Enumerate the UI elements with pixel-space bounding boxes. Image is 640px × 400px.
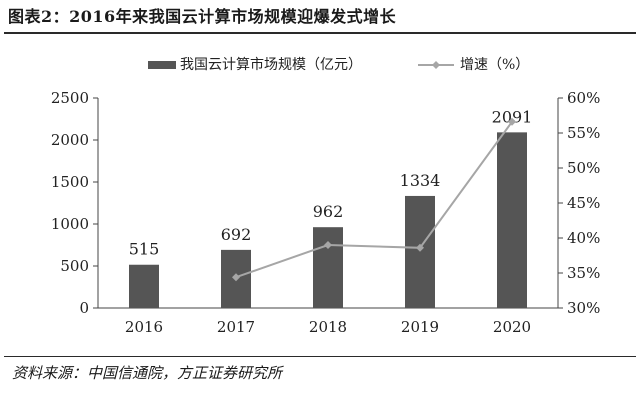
right-axis-tick-label: 55% [567, 124, 600, 142]
legend-bar-label: 我国云计算市场规模（亿元） [180, 56, 362, 73]
growth-line-point [324, 241, 332, 249]
growth-line-point [508, 117, 516, 126]
right-axis-tick-label: 40% [567, 229, 600, 247]
bar-2020 [497, 132, 527, 308]
title-divider [4, 32, 636, 34]
left-axis-tick-label: 1500 [51, 173, 89, 191]
bar-2019 [405, 195, 435, 308]
legend-line-label: 增速（%） [460, 57, 529, 73]
bar-value-labels: 515 692 962 1334 2091 [129, 107, 533, 258]
left-axis-tick-label: 2500 [51, 89, 89, 107]
x-axis-tick-label: 2019 [401, 318, 439, 336]
growth-line-path [235, 121, 513, 279]
right-axis-tick-label: 30% [567, 299, 600, 317]
left-axis-tick-label: 500 [60, 257, 89, 275]
combo-chart: 我国云计算市场规模（亿元） 增速（%） 0 500 1000 1500 2000 2500 3… [51, 56, 601, 336]
legend-line-marker [432, 61, 440, 69]
growth-line-point [416, 243, 424, 252]
right-axis-tick-label: 35% [567, 264, 600, 282]
bar-2016 [129, 264, 159, 308]
legend-bar-swatch [148, 61, 176, 69]
growth-line-series [232, 117, 516, 282]
right-axis-tick-label: 45% [567, 194, 600, 212]
x-axis-tick-label: 2017 [217, 318, 255, 336]
x-axis-tick-label: 2016 [125, 318, 163, 336]
right-axis-tick-label: 50% [567, 159, 600, 177]
bar-value-label: 962 [313, 202, 344, 221]
figure-title: 图表2：2016年来我国云计算市场规模迎爆发式增长 [8, 7, 397, 26]
right-axis-tick-label: 60% [567, 89, 600, 107]
source-note: 资料来源：中国信通院，方正证券研究所 [12, 364, 283, 382]
x-axis-tick-label: 2020 [493, 318, 531, 336]
chart-legend: 我国云计算市场规模（亿元） 增速（%） [148, 56, 529, 73]
bar-value-label: 515 [129, 240, 160, 259]
left-axis-tick-label: 0 [79, 299, 89, 317]
source-divider [4, 356, 636, 357]
left-axis-tick-label: 1000 [51, 215, 89, 233]
left-axis-tick-label: 2000 [51, 131, 89, 149]
bar-value-label: 692 [221, 225, 252, 244]
growth-line-point [232, 273, 240, 282]
bar-2018 [313, 227, 343, 308]
bar-series [129, 132, 527, 308]
chart-axes: 0 500 1000 1500 2000 2500 30% 35% 40% 45% 50% 55% 60… [51, 89, 601, 336]
x-axis-tick-label: 2018 [309, 318, 347, 336]
bar-value-label: 1334 [400, 171, 441, 190]
bar-value-label: 2091 [492, 107, 533, 126]
